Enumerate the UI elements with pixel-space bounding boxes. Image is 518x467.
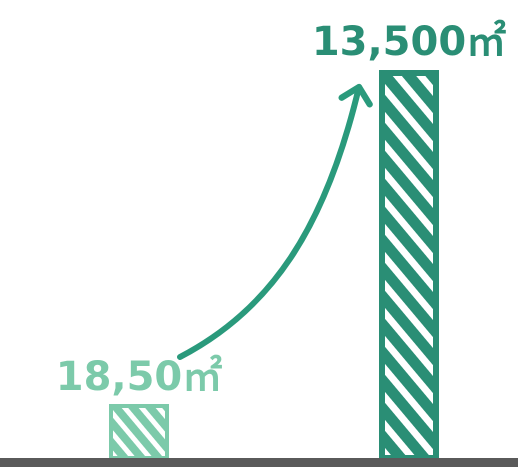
bars-group [109, 70, 439, 461]
growth-arrow [177, 83, 373, 360]
data-label-1: 13,500㎡ [312, 19, 506, 65]
data-label-0: 18,50㎡ [56, 354, 223, 400]
data-labels-group: 18,50㎡ 13,500㎡ [56, 19, 506, 400]
baseline [0, 458, 518, 467]
bar-1 [379, 70, 439, 461]
bar-0 [109, 404, 169, 460]
